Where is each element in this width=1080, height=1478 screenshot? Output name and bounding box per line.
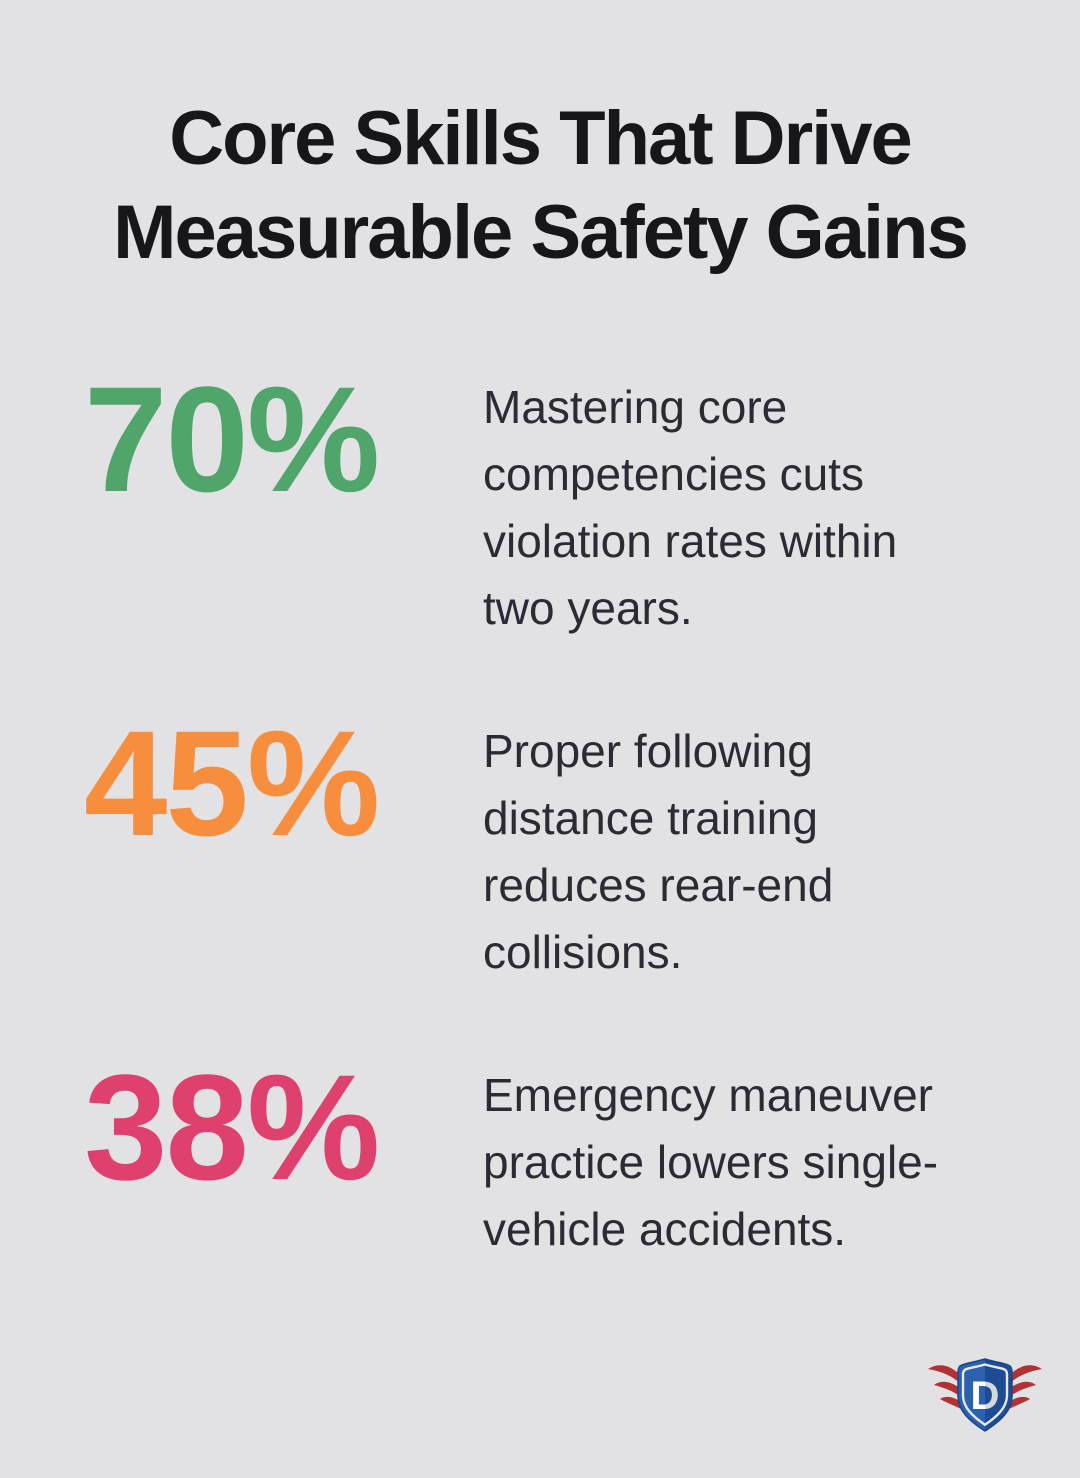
stat-row: 70% Mastering core competencies cuts vio… (0, 355, 1080, 668)
page-title: Core Skills That Drive Measurable Safety… (0, 92, 1080, 280)
stat-value: 38% (84, 1043, 380, 1211)
shield-icon: D (957, 1358, 1013, 1432)
stat-description: Emergency maneuver practice lowers singl… (483, 1069, 939, 1256)
stat-value: 70% (84, 355, 380, 523)
stat-row: 38% Emergency maneuver practice lowers s… (0, 1043, 1080, 1356)
brand-logo: D (925, 1356, 1045, 1436)
page-title-line-2: Measurable Safety Gains (113, 190, 969, 276)
stat-description: Mastering core competencies cuts violati… (483, 381, 898, 635)
stat-row: 45% Proper following distance training r… (0, 699, 1080, 1012)
stat-value: 45% (84, 699, 380, 867)
page-title-line-1: Core Skills That Drive (169, 96, 913, 181)
stat-description: Proper following distance training reduc… (483, 725, 834, 979)
right-wing-icon (1009, 1365, 1042, 1409)
left-wing-icon (928, 1365, 961, 1409)
logo-letter: D (971, 1374, 1000, 1418)
